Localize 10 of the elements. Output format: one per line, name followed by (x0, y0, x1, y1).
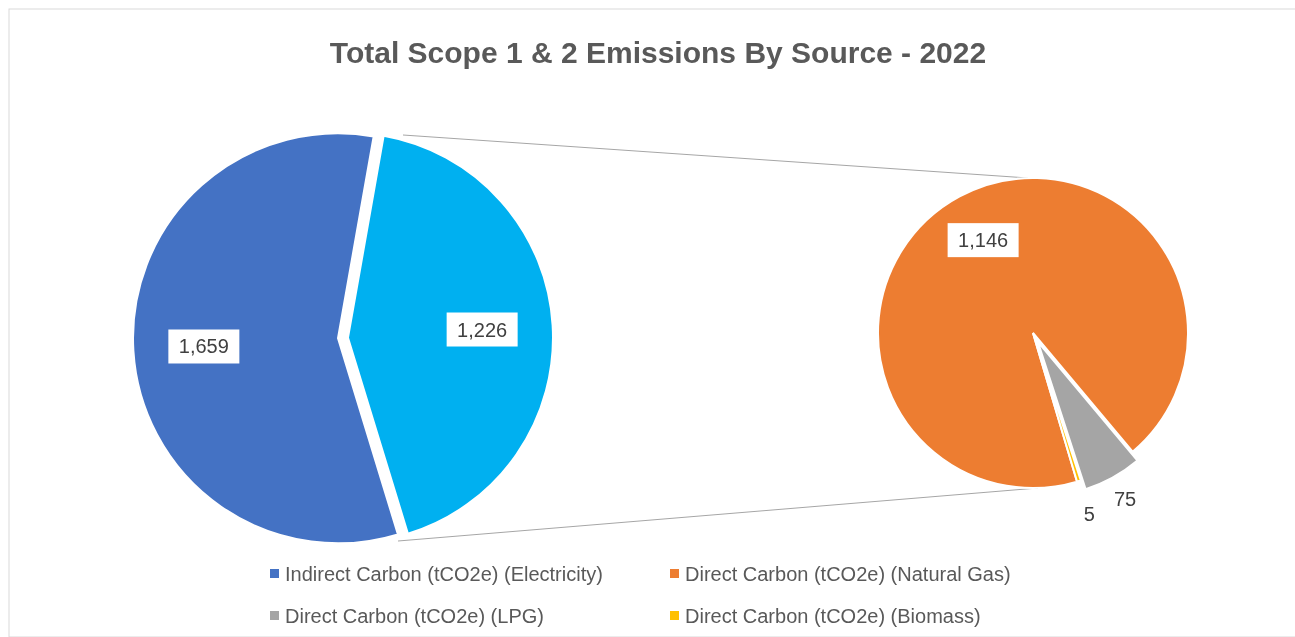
legend-label: Direct Carbon (tCO2e) (LPG) (285, 605, 544, 627)
chart-title: Total Scope 1 & 2 Emissions By Source - 2022 (329, 36, 987, 69)
data-label: 5 (1083, 503, 1095, 526)
data-label: 1,659 (178, 335, 229, 358)
data-label: 75 (1113, 488, 1137, 511)
legend-label: Indirect Carbon (tCO2e) (Electricity) (285, 563, 603, 585)
legend-label: Direct Carbon (tCO2e) (Natural Gas) (685, 563, 1011, 585)
legend-label: Direct Carbon (tCO2e) (Biomass) (685, 605, 981, 627)
data-label: 1,226 (457, 318, 508, 341)
data-label: 1,146 (958, 229, 1009, 252)
